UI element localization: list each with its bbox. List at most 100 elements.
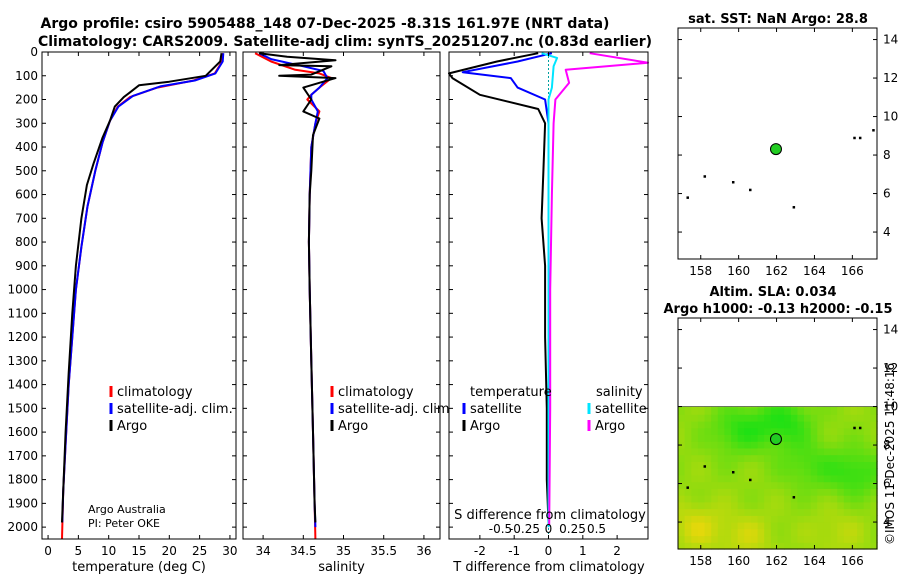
difference-xtick-label: -1	[508, 544, 520, 558]
sla-cell	[751, 414, 759, 422]
sla-cell	[751, 441, 759, 449]
sla-cell	[717, 522, 725, 530]
sla-cell	[684, 454, 692, 462]
sla-cell	[777, 501, 785, 510]
sla-cell	[764, 542, 772, 550]
depth-tick-label: 500	[15, 164, 38, 178]
sla-cell	[817, 447, 825, 456]
sla-cell	[751, 468, 759, 476]
sla-cell	[711, 468, 719, 476]
sla-cell	[810, 528, 818, 537]
sla-cell	[711, 528, 719, 537]
sla-cell	[697, 508, 706, 516]
sla-cell	[837, 447, 845, 456]
sla-cell	[830, 441, 838, 449]
sla-cell	[804, 441, 812, 449]
sla-cell	[830, 434, 838, 442]
sst-map-xtick-label: 164	[803, 264, 826, 278]
sla-cell	[843, 522, 851, 530]
sla-cell	[777, 535, 785, 543]
sla-cell	[843, 441, 851, 449]
sla-cell	[751, 508, 759, 516]
sla-cell	[863, 441, 871, 449]
sla-cell	[810, 414, 818, 422]
sla-cell	[751, 454, 759, 462]
sla-cell	[850, 434, 858, 442]
sla-cell	[857, 468, 865, 476]
sst-map-ytick-label: 6	[883, 187, 891, 201]
sla-cell	[691, 508, 699, 516]
sla-cell	[823, 488, 832, 496]
sla-map-xtick-label: 164	[803, 554, 826, 568]
depth-tick-label: 1200	[7, 330, 38, 344]
sla-cell	[837, 535, 845, 543]
sla-cell	[724, 427, 732, 435]
sla-cell	[830, 501, 838, 510]
sla-cell	[777, 421, 785, 429]
sla-map-island	[731, 471, 735, 474]
depth-tick-label: 1000	[7, 283, 38, 297]
sla-cell	[684, 421, 692, 429]
sla-cell	[790, 522, 798, 530]
sla-cell	[704, 454, 712, 462]
sla-cell	[804, 528, 812, 537]
sla-cell	[830, 515, 838, 523]
sla-cell	[830, 474, 838, 483]
sla-cell	[804, 421, 812, 429]
difference-xtick-label: 0	[545, 544, 553, 558]
sla-cell	[777, 515, 785, 523]
sla-cell	[764, 434, 772, 442]
sla-cell	[744, 434, 752, 442]
sst-map-panel: 158 160 162 164 166 4 6 8 10 12 14 sat. SST: NaN Ar…	[677, 12, 898, 278]
sla-cell	[751, 447, 759, 456]
sla-cell	[764, 495, 772, 503]
sla-cell	[724, 406, 732, 409]
sla-cell	[717, 528, 725, 537]
sla-cell	[717, 447, 725, 456]
sla-cell	[850, 508, 858, 516]
sla-cell	[737, 501, 745, 510]
sla-cell	[711, 501, 719, 510]
sla-cell	[790, 488, 798, 496]
sla-map-ytick-label: 10	[883, 400, 898, 414]
sla-cell	[870, 481, 878, 489]
sla-cell	[724, 481, 732, 489]
sla-cell	[737, 406, 745, 409]
sla-cell	[777, 414, 785, 422]
sla-cell	[870, 542, 878, 550]
sla-cell	[751, 495, 759, 503]
sla-cell	[764, 474, 772, 483]
sla-cell	[697, 427, 706, 435]
sla-cell	[804, 481, 812, 489]
sla-cell	[784, 427, 792, 435]
sla-cell	[797, 447, 805, 456]
sla-cell	[764, 421, 772, 429]
temperature-xtick-label: 0	[44, 544, 52, 558]
sla-cell	[784, 542, 792, 550]
sla-cell	[830, 528, 838, 537]
sla-cell	[764, 528, 772, 537]
sla-cell	[737, 495, 745, 503]
sla-cell	[751, 522, 759, 530]
sla-cell	[678, 508, 686, 516]
difference-xlabel: T difference from climatology	[452, 560, 645, 575]
difference-legend-title-salinity: salinity	[596, 385, 643, 400]
sla-cell	[691, 528, 699, 537]
sla-cell	[737, 427, 745, 435]
sla-cell	[684, 501, 692, 510]
sla-cell	[704, 508, 712, 516]
depth-tick-label: 1700	[7, 449, 38, 463]
sla-cell	[804, 407, 812, 415]
difference-series-t-argo	[448, 52, 550, 523]
sla-cell	[804, 495, 812, 503]
sla-cell	[857, 495, 865, 503]
sla-cell	[843, 454, 851, 462]
sla-cell	[704, 434, 712, 442]
depth-tick-label: 1300	[7, 354, 38, 368]
sla-cell	[737, 535, 745, 543]
sla-cell	[711, 535, 719, 543]
sla-cell	[697, 542, 706, 550]
sla-cell	[697, 406, 706, 409]
sla-cell	[784, 468, 792, 476]
